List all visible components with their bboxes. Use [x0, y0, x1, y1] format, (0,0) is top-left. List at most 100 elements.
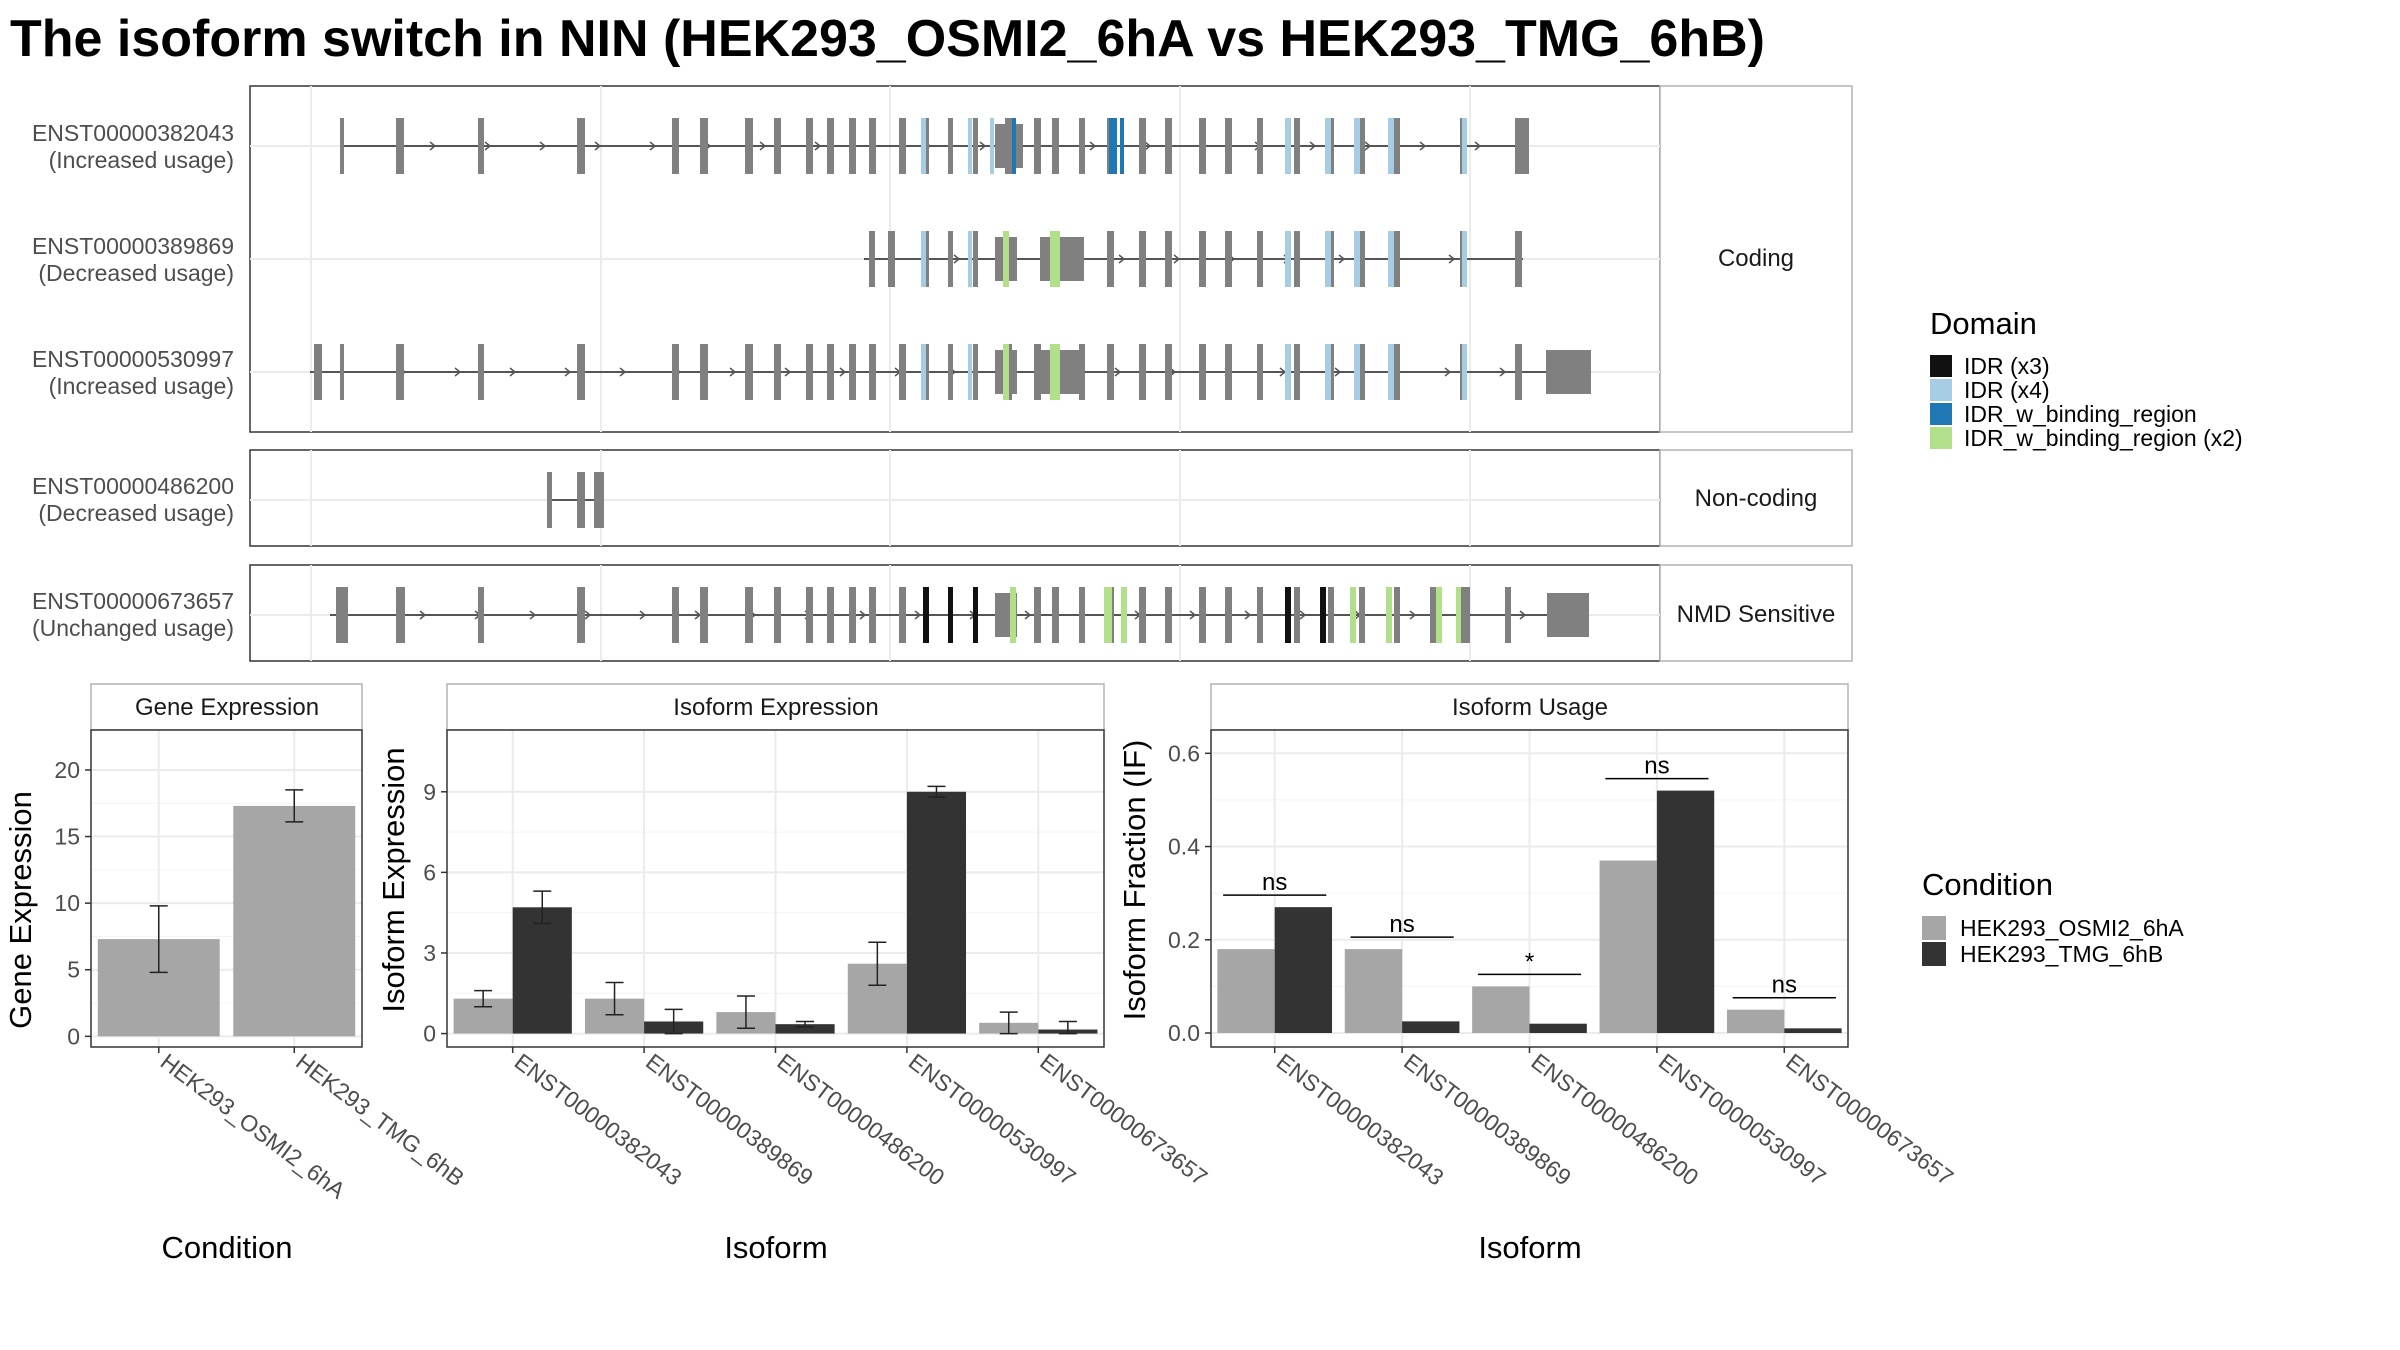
exon: [899, 587, 906, 643]
strand-arrow: [649, 141, 657, 151]
exon: [948, 344, 953, 400]
strand-arrow: [584, 610, 592, 620]
exon: [1394, 231, 1400, 287]
exon: [396, 344, 404, 400]
exon: [1294, 344, 1300, 400]
domain-mark: [1462, 231, 1467, 287]
strand-arrow: [1338, 254, 1346, 264]
exon: [1359, 344, 1365, 400]
strip-label-noncoding: Non-coding: [1695, 485, 1818, 512]
figure-title: The isoform switch in NIN (HEK293_OSMI2_…: [10, 10, 1765, 68]
isoform-usage-ytick-label: 0.4: [1168, 834, 1200, 860]
strand-arrow: [429, 141, 437, 151]
isoform-expression-ytick-label: 6: [423, 859, 436, 885]
transcript-label-2: ENST00000389869 (Decreased usage): [32, 233, 234, 286]
strand-arrow: [419, 610, 427, 620]
exon: [547, 472, 552, 528]
gene-expression-xlabel: Condition: [162, 1230, 293, 1265]
isoform-expression-strip-title: Isoform Expression: [673, 694, 878, 721]
strip-label-nmd: NMD Sensitive: [1677, 601, 1836, 628]
exon: [1394, 118, 1400, 174]
svg-text:ENST00000530997: ENST00000530997: [32, 346, 234, 372]
exon: [577, 472, 585, 528]
exon: [1079, 344, 1085, 400]
domain-mark: [921, 344, 926, 400]
strand-arrow: [1419, 141, 1427, 151]
exon: [396, 587, 405, 643]
isoform-usage-bar: [1274, 907, 1333, 1034]
exon: [1199, 118, 1206, 174]
transcript-track-1: [340, 118, 1529, 174]
exon: [1460, 587, 1470, 643]
exon: [1515, 118, 1522, 174]
isoform-expression-ytick-label: 9: [423, 779, 436, 805]
strip-label-coding: Coding: [1718, 245, 1794, 272]
exon: [827, 587, 834, 643]
exon: [869, 344, 876, 400]
exon: [888, 231, 895, 287]
exon: [1079, 118, 1085, 174]
exon: [700, 344, 708, 400]
exon: [1005, 118, 1012, 174]
domain-mark: [1388, 118, 1394, 174]
exon: [1547, 593, 1589, 637]
exon: [1328, 587, 1334, 643]
domain-mark: [1109, 118, 1117, 174]
strand-arrow: [1299, 610, 1307, 620]
exon: [1225, 344, 1232, 400]
exon: [1394, 344, 1400, 400]
exon: [869, 587, 876, 643]
gene-expression-ytick-label: 15: [54, 824, 80, 850]
strand-arrow: [839, 367, 847, 377]
exon: [1359, 231, 1365, 287]
strand-arrow: [1144, 141, 1152, 151]
exon: [869, 118, 876, 174]
svg-text:(Decreased usage): (Decreased usage): [38, 500, 234, 526]
exon: [1257, 118, 1263, 174]
strand-arrow: [484, 141, 492, 151]
domain-mark: [1388, 344, 1394, 400]
exon: [745, 344, 753, 400]
panel-noncoding: Non-coding: [249, 449, 1853, 547]
domain-mark: [1285, 231, 1291, 287]
transcript-track-2: [864, 231, 1523, 287]
exon: [806, 344, 813, 400]
strand-arrow: [1173, 254, 1181, 264]
domain-mark: [921, 118, 926, 174]
isoform-usage-significance-label: ns: [1644, 753, 1669, 780]
exon: [700, 587, 708, 643]
strand-arrow: [1089, 141, 1097, 151]
exon: [899, 344, 906, 400]
exon: [1034, 344, 1041, 400]
exon: [1257, 344, 1263, 400]
exon: [774, 118, 781, 174]
exon: [1199, 344, 1206, 400]
strand-arrow: [564, 367, 572, 377]
exon: [849, 344, 856, 400]
domain-mark: [1010, 587, 1016, 643]
svg-text:ENST00000673657: ENST00000673657: [32, 588, 234, 614]
exon: [849, 118, 856, 174]
condition-legend-label: HEK293_OSMI2_6hA: [1960, 915, 2184, 941]
isoform-expression-bar: [512, 907, 572, 1034]
condition-legend-label: HEK293_TMG_6hB: [1960, 941, 2163, 967]
domain-legend-label: IDR_w_binding_region (x2): [1964, 425, 2243, 451]
exon: [1515, 344, 1522, 400]
svg-text:(Decreased usage): (Decreased usage): [38, 260, 234, 286]
domain-mark: [1104, 587, 1112, 643]
exon: [672, 344, 679, 400]
exon: [1165, 587, 1172, 643]
strand-arrow: [639, 610, 647, 620]
domain-mark: [1456, 587, 1461, 643]
exon: [1139, 587, 1146, 643]
strand-arrow: [784, 367, 792, 377]
exon: [827, 118, 834, 174]
exon: [745, 587, 753, 643]
isoform-usage-strip-title: Isoform Usage: [1452, 694, 1608, 721]
domain-mark: [1325, 344, 1331, 400]
domain-mark: [921, 231, 926, 287]
strand-arrow: [1118, 254, 1126, 264]
exon: [1519, 118, 1529, 174]
transcript-tracks: [310, 118, 1591, 643]
